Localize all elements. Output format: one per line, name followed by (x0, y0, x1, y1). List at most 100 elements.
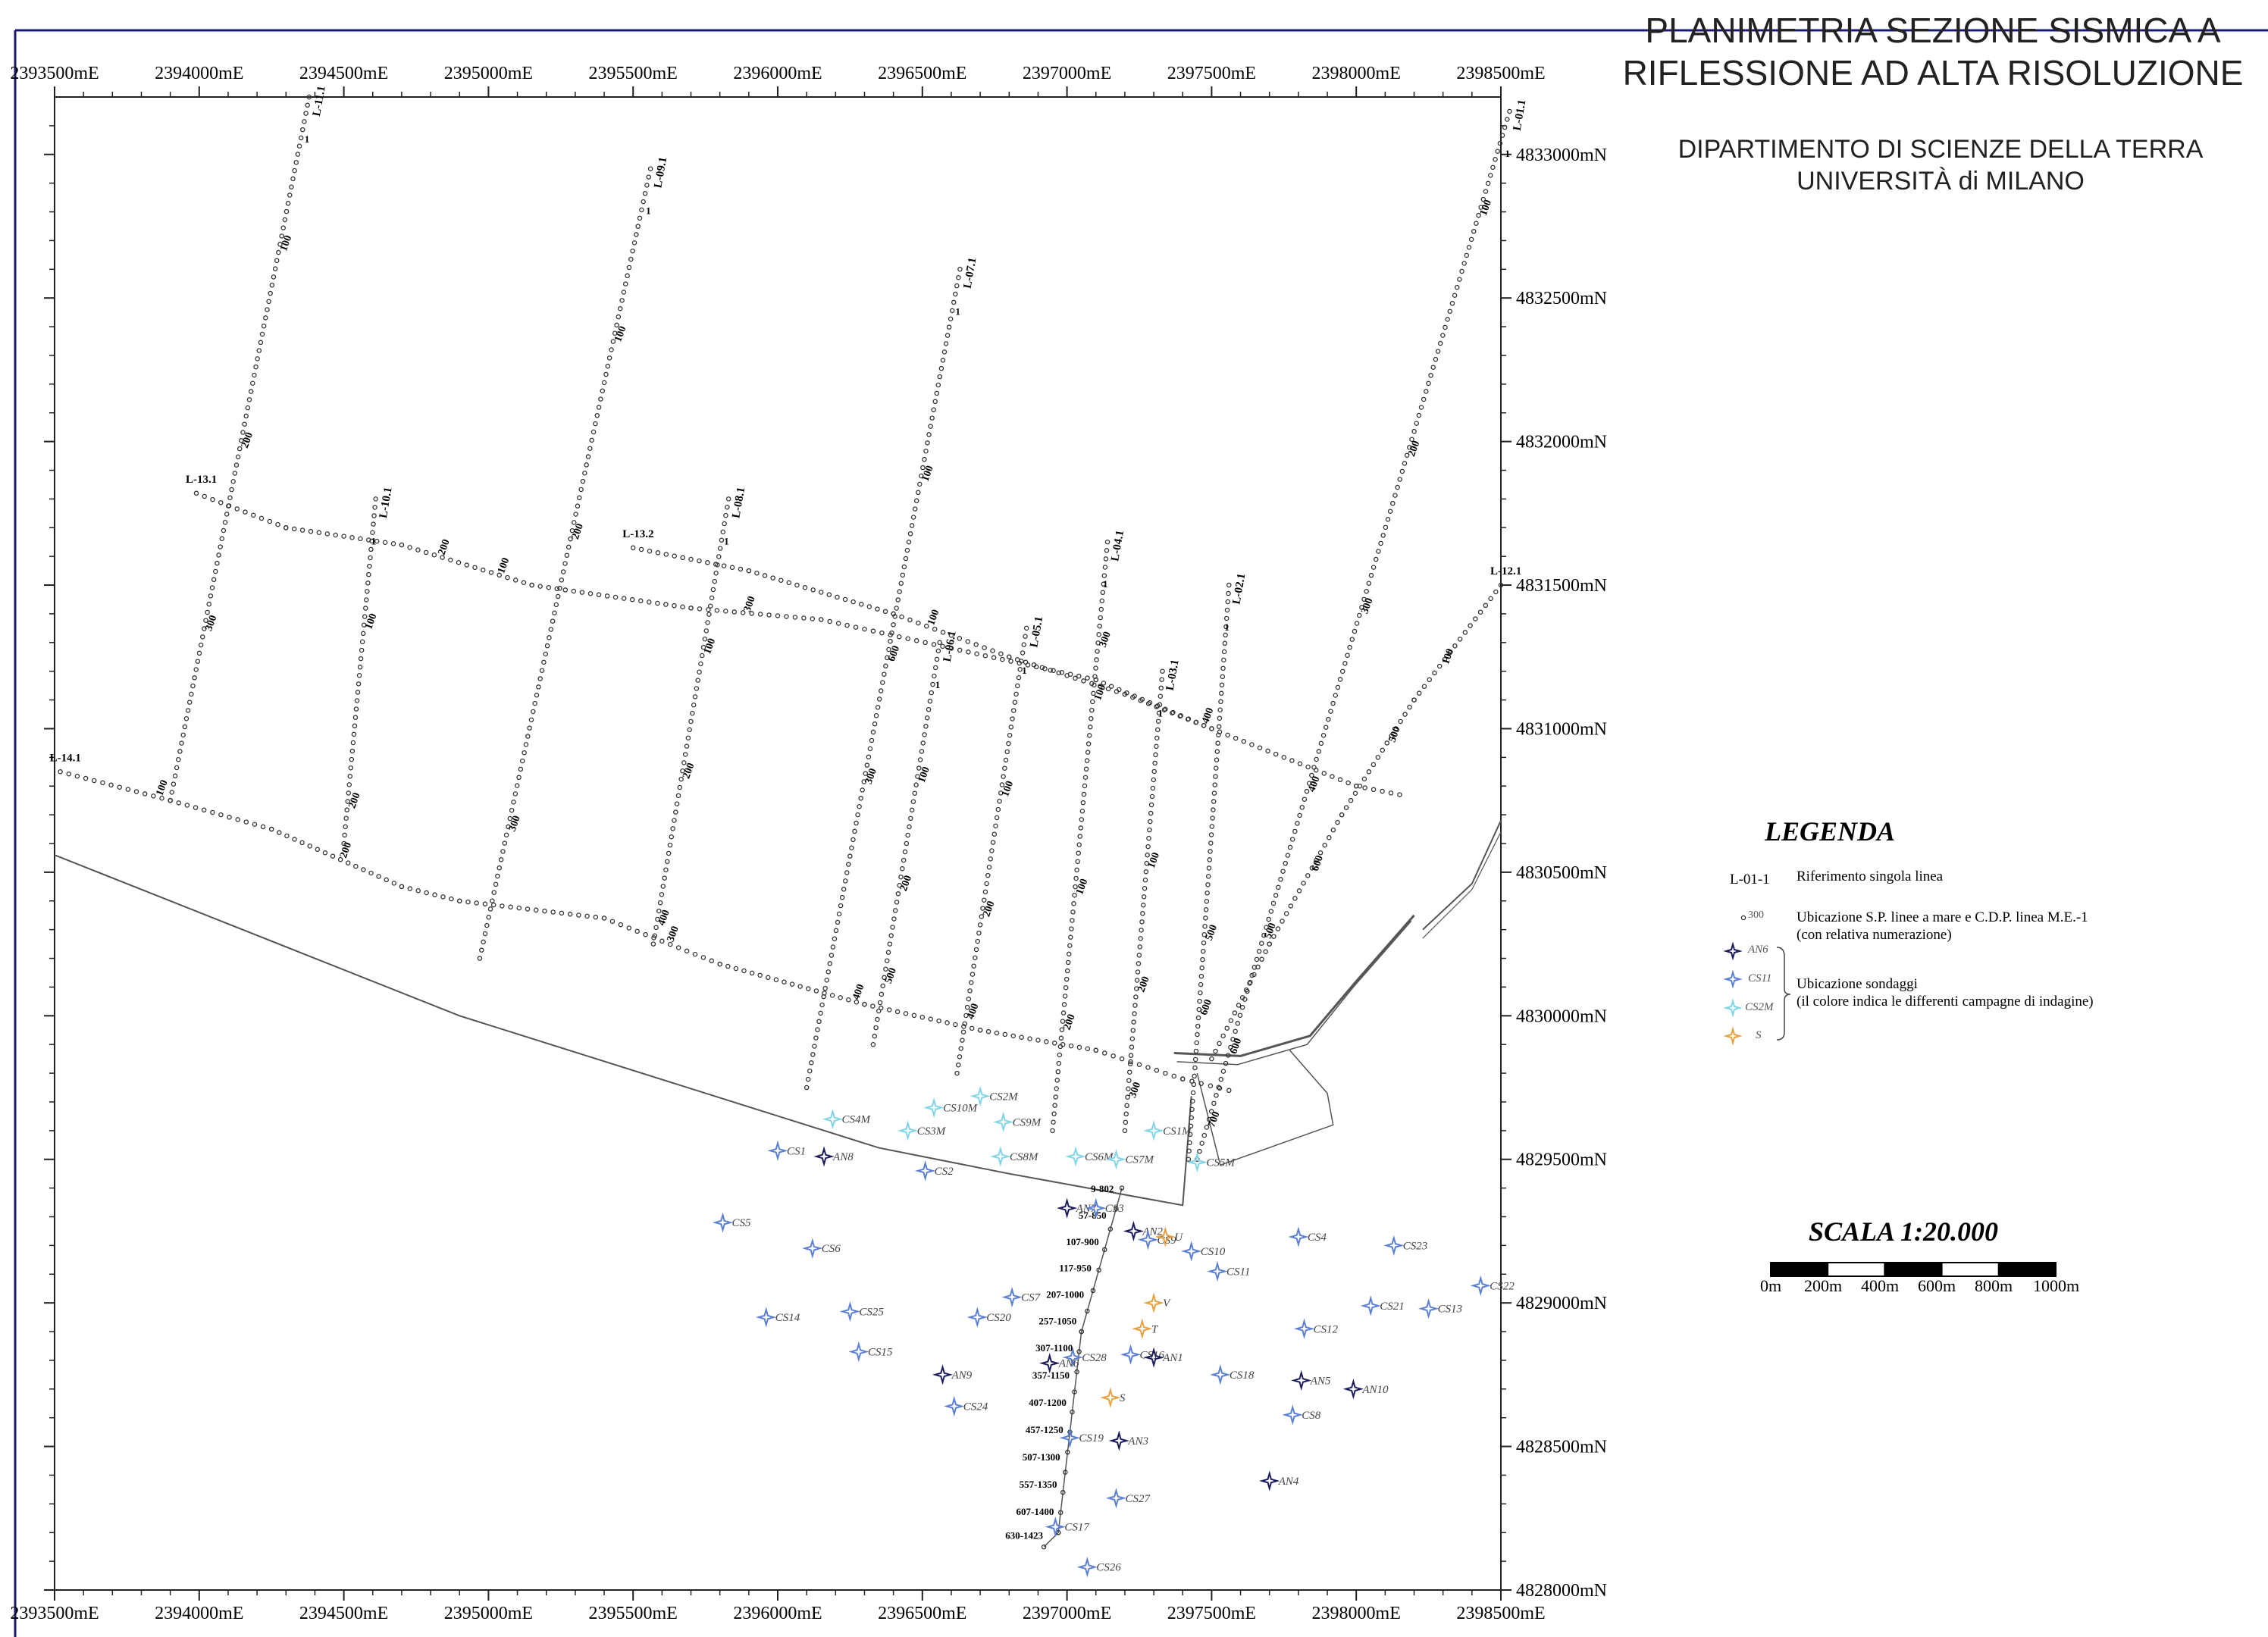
shot-point-dot (1023, 625, 1029, 631)
northing-label: 4829000mN (1516, 1294, 1607, 1313)
borehole-CS8M: CS8M (990, 1146, 1039, 1167)
shot-point-dot (844, 870, 850, 875)
shot-point-dot (509, 807, 515, 813)
shot-point-dot (431, 552, 437, 558)
borehole-star-icon (712, 1212, 734, 1233)
borehole-CS10: CS10 (1181, 1241, 1226, 1262)
shot-point-dot (1236, 1003, 1242, 1008)
shot-point-dot (944, 1020, 950, 1025)
shot-point-dot (1432, 670, 1437, 676)
shot-point-dot (272, 266, 278, 271)
shot-point-dot (784, 614, 789, 619)
shot-point-dot (638, 546, 644, 552)
borehole-star-icon (802, 1238, 823, 1259)
shot-point-dot (399, 884, 405, 890)
shot-point-dot (616, 314, 622, 320)
shot-point-dot (358, 536, 363, 542)
shot-point-dot (1006, 740, 1011, 747)
shot-point-dot (268, 826, 274, 832)
shot-point-dot (849, 845, 854, 850)
shot-point-dot (1339, 812, 1345, 818)
easting-label-top: 2397500mE (1167, 64, 1256, 83)
shot-point-dot (984, 881, 989, 887)
shot-point-dot (296, 143, 302, 149)
easting-label-top: 2396000mE (733, 64, 822, 83)
shot-point-dot (1497, 140, 1503, 146)
shot-point-number: 300 (666, 925, 681, 944)
shot-point-dot (1480, 196, 1486, 202)
shot-point-dot (1056, 1060, 1062, 1066)
shot-point-dot (279, 233, 284, 239)
shot-point-dot (842, 878, 848, 884)
shot-point-dot (1100, 590, 1106, 596)
shot-point-dot (1251, 972, 1257, 978)
shot-point-dot (731, 609, 738, 615)
shot-point-dot (878, 688, 884, 693)
shot-point-dot (625, 273, 630, 279)
borehole-star-icon (1123, 1220, 1145, 1242)
shot-point-dot (705, 560, 710, 565)
shot-point-dot (423, 549, 429, 556)
shot-point-dot (1280, 869, 1286, 874)
shot-point-dot (352, 723, 358, 729)
shot-point-dot (593, 914, 599, 920)
shot-point-dot (1237, 1013, 1243, 1018)
legend-title: LEGENDA (1765, 816, 1896, 847)
borehole-star-icon (1418, 1298, 1439, 1319)
shot-point-number: 200 (898, 874, 914, 893)
shot-point-dot (108, 782, 114, 788)
shot-point-dot (1097, 623, 1102, 629)
borehole-star-icon (1100, 1387, 1121, 1408)
shot-point-dot (922, 456, 927, 462)
shot-point-dot (554, 586, 560, 592)
shot-point-dot (1010, 708, 1017, 713)
shot-point-dot (619, 298, 625, 303)
shot-point-dot (907, 617, 913, 623)
shot-point-dot (1096, 632, 1101, 637)
shot-point-dot (240, 430, 246, 435)
shot-point-dot (1488, 596, 1493, 602)
shot-point-dot (659, 938, 665, 944)
shot-point-dot (937, 640, 942, 646)
legend-line-ref-text: Riferimento singola linea (1797, 869, 1944, 884)
shot-point-dot (1426, 380, 1431, 387)
borehole-star-icon (1065, 1146, 1086, 1167)
shot-point-dot (1067, 951, 1072, 957)
shot-point-dot (1204, 1125, 1210, 1130)
shot-point-dot (1199, 1141, 1204, 1146)
shot-point-dot (266, 299, 271, 305)
borehole-star-icon (1470, 1275, 1491, 1297)
line-name-label: L-14.1 (50, 752, 81, 764)
shot-point-dot (192, 675, 197, 681)
shot-point-dot (1097, 684, 1103, 689)
shot-point-dot (1185, 716, 1191, 722)
shot-point-dot (1051, 1111, 1057, 1116)
shot-point-dot (1223, 624, 1229, 630)
shot-point-dot (1266, 916, 1271, 922)
borehole-star-icon (897, 1120, 919, 1141)
shot-point-dot (842, 596, 848, 603)
shot-point-dot (1356, 612, 1362, 618)
shot-point-dot (924, 623, 929, 629)
shot-point-dot (1404, 452, 1410, 459)
shot-point-dot (663, 552, 669, 557)
shot-point-dot (374, 538, 380, 544)
shot-point-dot (263, 315, 268, 321)
shot-point-dot (546, 584, 551, 590)
shot-point-dot (553, 602, 559, 608)
line-name-label: L-08.1 (730, 487, 747, 519)
shot-point-dot (1145, 701, 1151, 706)
shot-point-dot (1096, 1267, 1101, 1273)
shot-point-dot (1157, 693, 1164, 700)
shot-point-dot (1083, 766, 1089, 772)
northing-label: 4832000mN (1516, 433, 1607, 452)
shot-point-dot (1270, 900, 1277, 906)
borehole-CS17: CS17 (1045, 1516, 1090, 1538)
shot-point-dot (912, 790, 918, 796)
shot-point-dot (1128, 1053, 1134, 1058)
shot-point-dot (846, 862, 851, 867)
shot-point-dot (596, 405, 602, 410)
shot-point-dot (1256, 949, 1262, 954)
